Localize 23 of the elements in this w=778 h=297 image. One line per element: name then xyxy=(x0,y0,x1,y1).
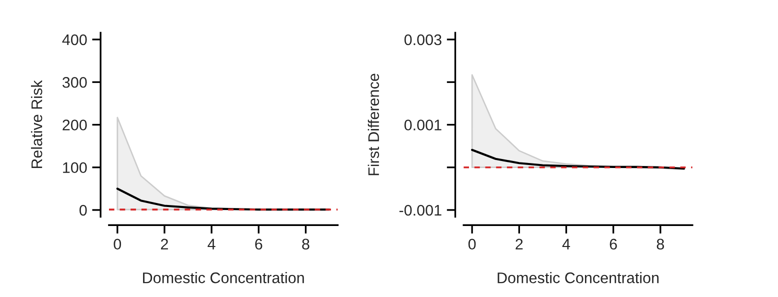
y-axis-title: First Difference xyxy=(368,74,380,176)
x-tick-label: 6 xyxy=(610,238,617,250)
y-tick-label: -0.001 xyxy=(399,204,442,216)
x-tick-label: 8 xyxy=(656,238,664,250)
x-tick-label: 0 xyxy=(468,238,476,250)
x-tick-label: 2 xyxy=(516,238,523,250)
y-tick-label: 0.001 xyxy=(404,120,442,130)
y-tick-label: 100 xyxy=(63,162,87,174)
y-tick-label: 400 xyxy=(62,34,87,46)
x-axis-title: Domestic Concentration xyxy=(143,272,304,284)
y-tick-label: 300 xyxy=(62,76,87,88)
y-axis-title: Relative Risk xyxy=(30,80,42,168)
x-tick-label: 2 xyxy=(161,238,168,250)
line-series xyxy=(471,148,685,170)
x-axis-title: Domestic Concentration xyxy=(498,272,659,284)
y-tick-label: 0 xyxy=(79,204,87,216)
x-tick-label: 6 xyxy=(255,238,262,250)
y-tick-label: 0.003 xyxy=(404,34,442,46)
x-tick-label: 4 xyxy=(208,238,216,250)
y-tick-label: 200 xyxy=(62,120,87,130)
x-tick-label: 0 xyxy=(114,238,122,250)
x-tick-label: 8 xyxy=(302,238,310,250)
x-tick-label: 4 xyxy=(562,238,570,250)
